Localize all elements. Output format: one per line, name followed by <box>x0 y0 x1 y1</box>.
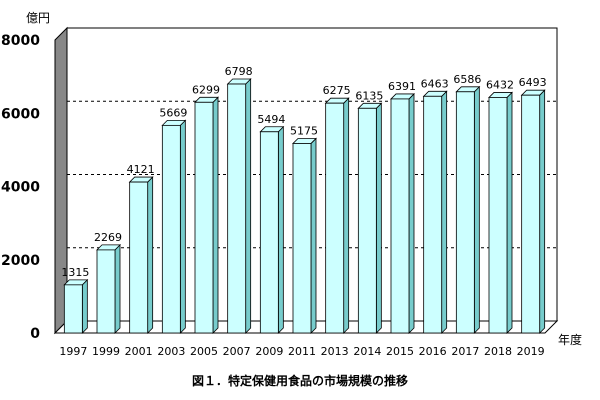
bar-front <box>423 95 443 334</box>
bar-side <box>441 90 448 334</box>
bar <box>96 243 121 334</box>
bar-front <box>357 107 377 334</box>
x-tick-label: 2003 <box>157 345 185 358</box>
x-tick-label: 2014 <box>353 345 381 358</box>
bar-value-label: 6135 <box>355 89 383 102</box>
bar <box>422 90 448 334</box>
x-tick-label: 2007 <box>223 345 251 358</box>
bar-value-label: 6463 <box>421 77 449 90</box>
y-tick-label: 0 <box>30 326 40 342</box>
bar <box>259 125 285 334</box>
bar-value-label: 5669 <box>159 106 187 119</box>
bar-side <box>506 91 513 334</box>
bar <box>292 137 317 334</box>
y-axis-unit: 億円 <box>26 11 50 25</box>
bar-front <box>292 143 312 334</box>
bar-value-label: 6299 <box>192 83 220 96</box>
bar-front <box>227 83 247 334</box>
x-tick-label: 2011 <box>288 345 316 358</box>
bar-value-label: 5494 <box>257 113 285 126</box>
bar <box>357 102 383 334</box>
bar-front <box>455 91 475 334</box>
bar-side <box>114 243 121 334</box>
bar-side <box>375 102 382 334</box>
bar-side <box>147 176 154 334</box>
bar-side <box>343 97 350 334</box>
y-tick-label: 8000 <box>1 33 40 49</box>
y-axis-ticks: 8000 6000 4000 2000 0 <box>1 33 40 342</box>
bar-front <box>194 101 214 334</box>
bar-value-label: 6586 <box>453 73 481 86</box>
x-tick-label: 2015 <box>386 345 414 358</box>
bar-front <box>129 181 149 334</box>
x-tick-label: 2016 <box>419 345 447 358</box>
x-tick-label: 2013 <box>321 345 349 358</box>
bar-value-label: 6798 <box>225 65 253 78</box>
x-tick-label: 2001 <box>125 345 153 358</box>
x-tick-label: 2019 <box>517 345 545 358</box>
x-tick-label: 1997 <box>59 345 87 358</box>
bar <box>194 96 219 334</box>
bar-value-label: 4121 <box>127 163 155 176</box>
bar-front <box>259 131 279 334</box>
bar-front <box>488 97 508 334</box>
bar <box>161 119 187 334</box>
bar-value-label: 5175 <box>290 124 318 137</box>
bar <box>226 78 252 334</box>
bar <box>488 91 513 334</box>
figure-caption: 図１．特定保健用食品の市場規模の推移 <box>191 374 408 388</box>
bar-side <box>539 89 546 334</box>
x-tick-label: 2018 <box>484 345 512 358</box>
bar-value-label: 6391 <box>388 80 416 93</box>
bar-side <box>179 119 186 334</box>
bar <box>455 85 481 334</box>
y-tick-label: 6000 <box>1 106 40 122</box>
bar-side <box>277 125 284 334</box>
bar <box>390 92 415 334</box>
bar-side <box>81 278 88 334</box>
bar-side <box>310 137 317 334</box>
bar-value-label: 6493 <box>519 76 547 89</box>
bar-value-label: 2269 <box>94 231 122 244</box>
x-tick-label: 2017 <box>451 345 479 358</box>
bar-side <box>408 92 415 334</box>
y-tick-label: 4000 <box>1 180 40 196</box>
bar <box>520 89 546 334</box>
x-tick-label: 2005 <box>190 345 218 358</box>
bar-value-label: 1315 <box>61 266 89 279</box>
x-tick-label: 1999 <box>92 345 120 358</box>
bar-side <box>473 85 480 334</box>
y-tick-label: 2000 <box>1 253 40 269</box>
bar-front <box>96 249 116 334</box>
bar-chart: 8000 6000 4000 2000 0 1315 2269 4121 5669 6299 67… <box>1 11 582 358</box>
x-axis-unit: 年度 <box>558 332 582 347</box>
bar <box>128 176 154 334</box>
bar-side <box>212 96 219 334</box>
bar-value-label: 6275 <box>323 84 351 97</box>
x-tick-label: 2009 <box>255 345 283 358</box>
bar-front <box>325 102 345 334</box>
x-axis-ticks: 1997 1999 2001 2003 2005 2007 2009 2011 2013 2014… <box>59 345 544 358</box>
bar-side <box>245 78 252 334</box>
bar-front <box>161 124 181 334</box>
bar-front <box>521 94 541 334</box>
bar-front <box>390 98 410 334</box>
bar-value-label: 6432 <box>486 78 514 91</box>
bars: 1315 2269 4121 5669 6299 6798 5494 5175 6275 6135… <box>61 65 547 334</box>
bar <box>324 97 350 334</box>
bar <box>63 278 89 334</box>
bar-front <box>63 284 83 334</box>
